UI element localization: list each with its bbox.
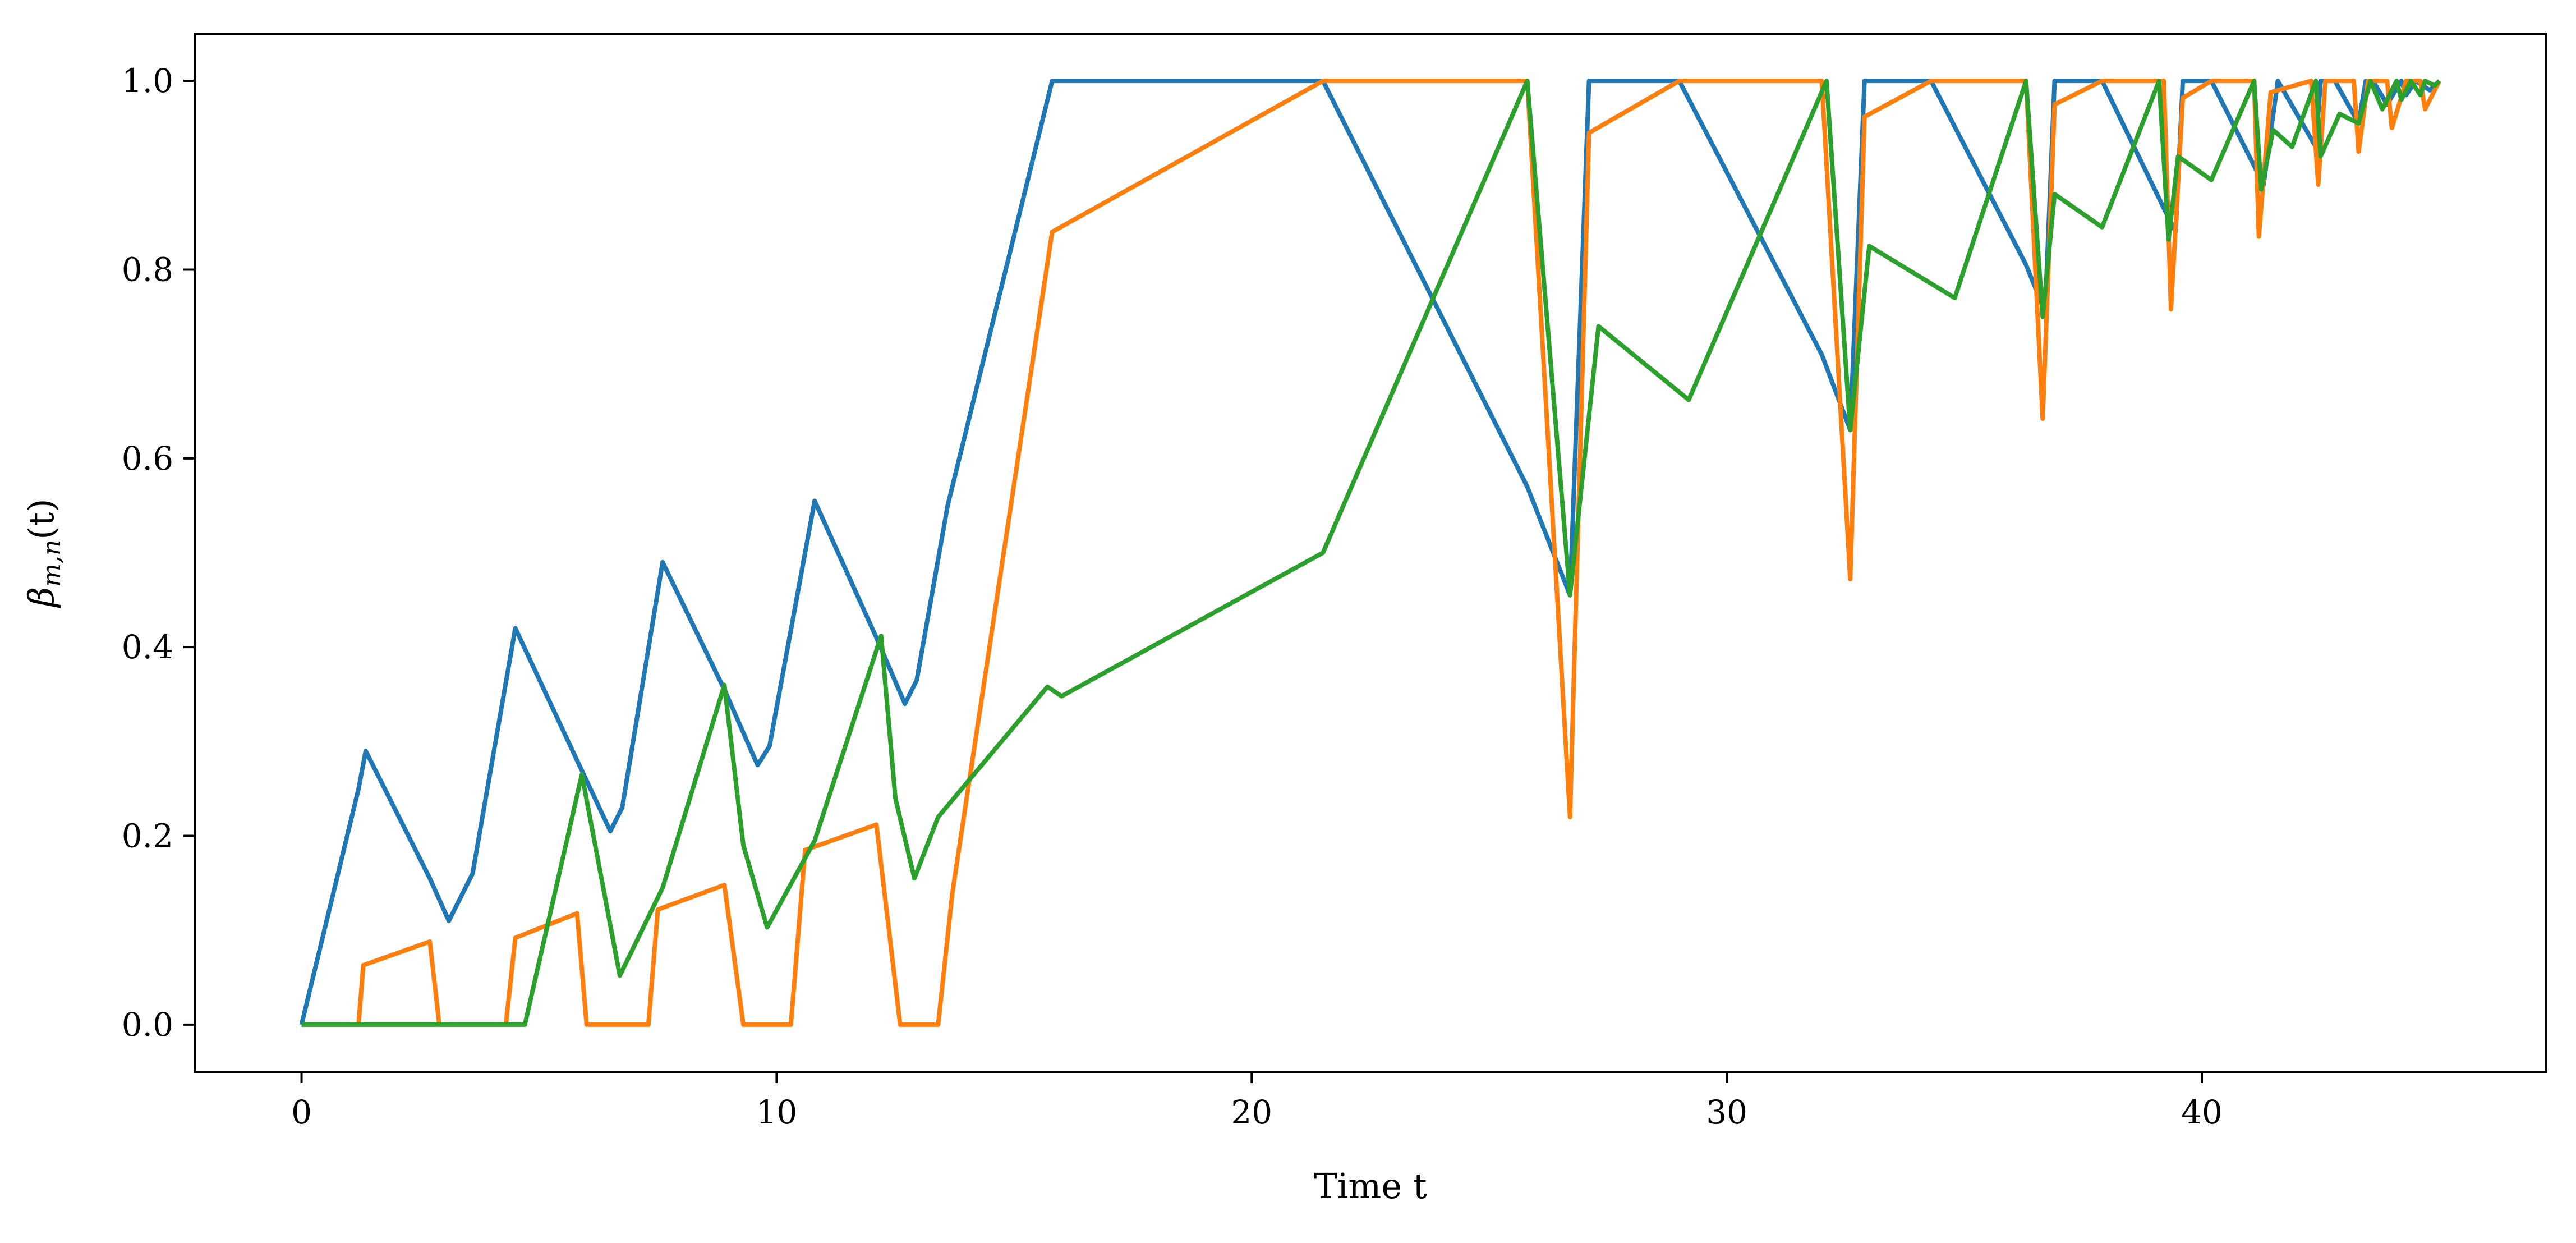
- y-axis-ticks: 0.0 0.2 0.4 0.6 0.8 1.0: [122, 62, 195, 1044]
- y-axis-label: βm,n(t): [21, 498, 66, 608]
- x-tick-label: 40: [2181, 1093, 2223, 1131]
- plot-lines: [299, 79, 2442, 1027]
- x-tick-label: 30: [1706, 1093, 1747, 1131]
- x-axis-label: Time t: [1314, 1166, 1427, 1207]
- series-line-1: [299, 79, 2441, 1025]
- axes-frame: [194, 33, 2547, 1073]
- x-tick-label: 0: [291, 1093, 312, 1131]
- x-axis-ticks: 0 10 20 30 40: [291, 1072, 2223, 1131]
- x-tick-label: 10: [756, 1093, 798, 1131]
- series-line-3: [301, 79, 2441, 1027]
- y-tick-label: 0.8: [122, 250, 173, 288]
- x-tick-label: 20: [1231, 1093, 1272, 1131]
- y-tick-label: 0.2: [122, 817, 173, 855]
- y-tick-label: 0.6: [122, 439, 173, 478]
- y-tick-label: 0.4: [122, 628, 173, 666]
- y-tick-label: 0.0: [122, 1006, 173, 1044]
- series-line-2: [301, 79, 2442, 1027]
- y-tick-label: 1.0: [122, 62, 173, 100]
